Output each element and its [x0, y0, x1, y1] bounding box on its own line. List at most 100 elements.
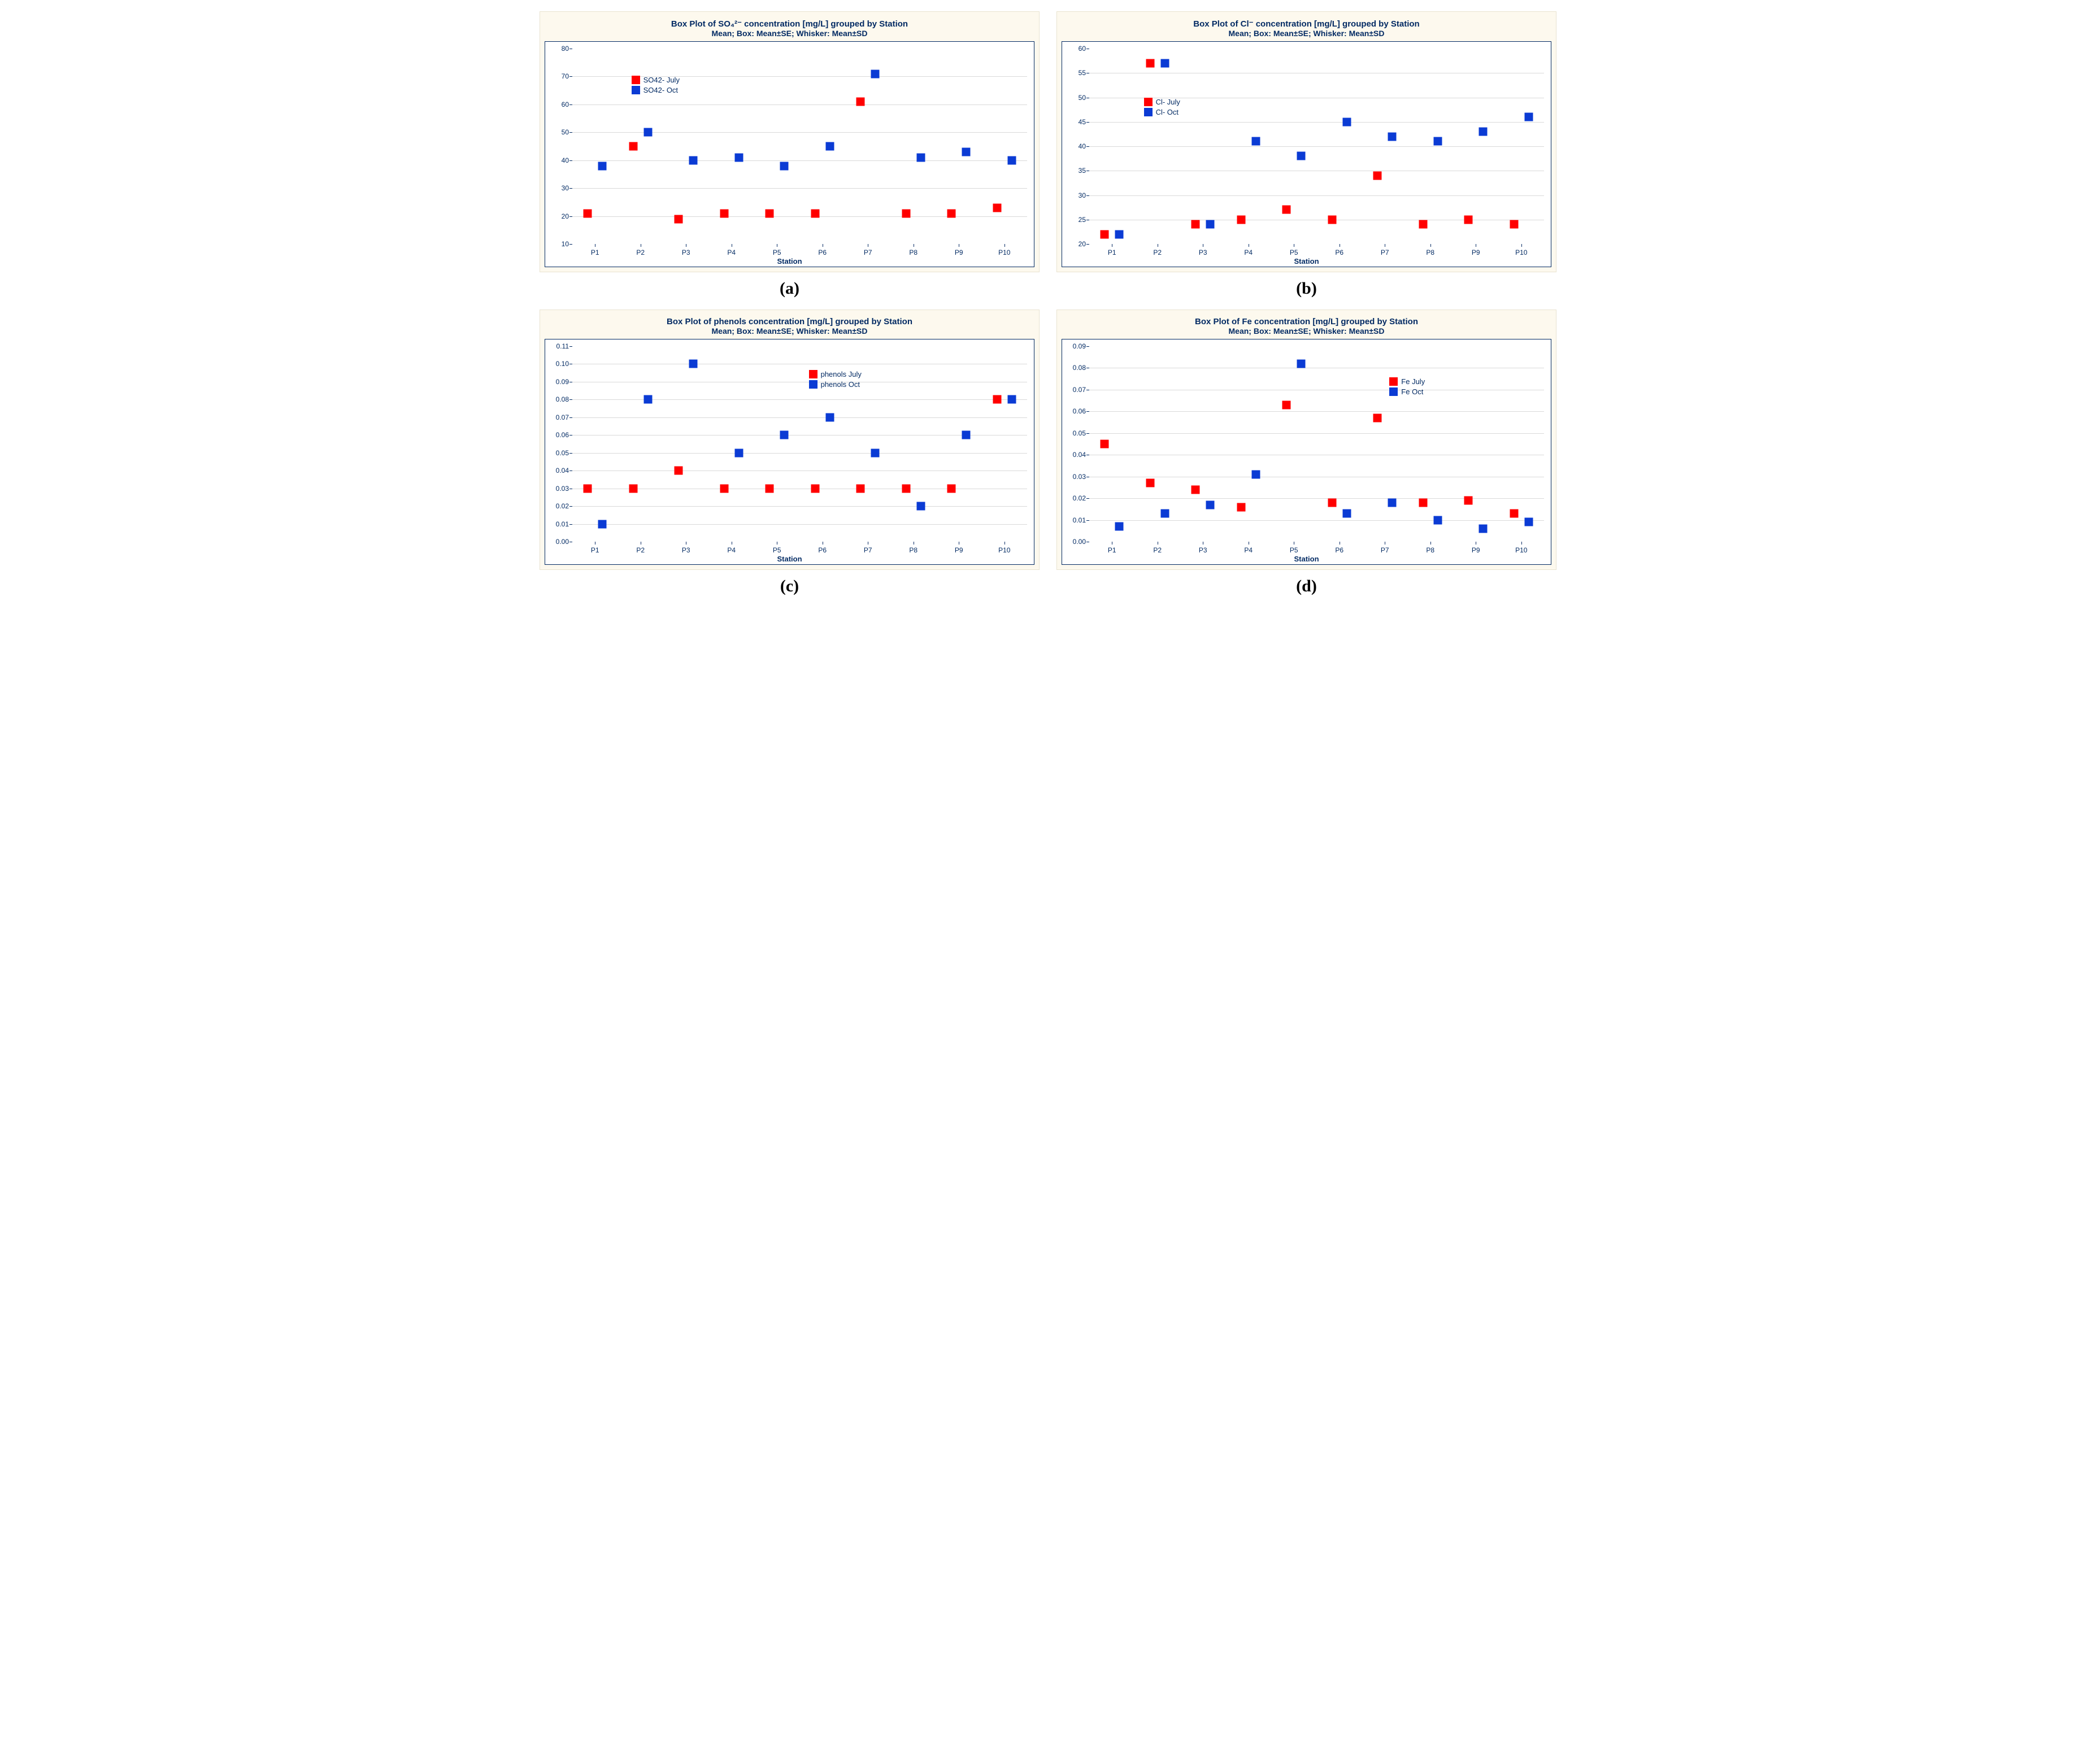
ytick-label: 0.09	[1064, 342, 1086, 350]
ytick-label: 0.01	[1064, 516, 1086, 524]
legend-swatch	[1144, 98, 1153, 106]
xtick-label: P2	[636, 249, 645, 256]
data-marker	[962, 147, 971, 156]
data-marker	[1464, 215, 1473, 224]
x-axis-label: Station	[1294, 555, 1319, 563]
xtick-label: P9	[1472, 249, 1480, 256]
chart-title: Box Plot of Fe concentration [mg/L] grou…	[1062, 317, 1551, 326]
data-marker	[780, 162, 789, 170]
ytick-label: 0.09	[547, 378, 569, 386]
data-marker	[1373, 413, 1382, 422]
xtick-label: P10	[998, 249, 1010, 256]
data-marker	[1479, 128, 1488, 136]
ytick-mark	[569, 399, 572, 400]
panel-b: Box Plot of Cl⁻ concentration [mg/L] gro…	[1056, 11, 1556, 298]
data-marker	[689, 360, 698, 368]
xtick-mark	[1004, 244, 1005, 247]
xtick-label: P8	[1426, 249, 1434, 256]
ytick-label: 30	[1064, 191, 1086, 199]
ytick-label: 0.08	[547, 395, 569, 403]
data-marker	[598, 162, 607, 170]
legend: Cl- JulyCl- Oct	[1144, 98, 1180, 116]
data-marker	[856, 484, 865, 493]
xtick-label: P1	[1108, 249, 1116, 256]
legend-item: Cl- July	[1144, 98, 1180, 106]
data-marker	[1115, 522, 1124, 531]
panel-d: Box Plot of Fe concentration [mg/L] grou…	[1056, 310, 1556, 596]
plot-area: 1020304050607080P1P2P3P4P5P6P7P8P9P10SO4…	[572, 49, 1027, 244]
xtick-label: P4	[727, 249, 736, 256]
legend: SO42- JulySO42- Oct	[632, 76, 680, 94]
panel-letter: (b)	[1296, 279, 1317, 298]
xtick-label: P9	[1472, 546, 1480, 554]
legend-label: Fe Oct	[1401, 387, 1423, 396]
data-marker	[916, 153, 925, 162]
xtick-label: P6	[1335, 249, 1343, 256]
data-marker	[856, 97, 865, 106]
xtick-label: P8	[1426, 546, 1434, 554]
ytick-label: 20	[1064, 240, 1086, 248]
legend-label: SO42- Oct	[643, 86, 678, 94]
ytick-label: 0.00	[1064, 538, 1086, 546]
legend-label: phenols July	[821, 370, 862, 378]
chart-subtitle: Mean; Box: Mean±SE; Whisker: Mean±SD	[1062, 326, 1551, 336]
xtick-label: P2	[1153, 546, 1162, 554]
ytick-label: 0.06	[1064, 407, 1086, 415]
gridline	[572, 453, 1027, 454]
panel-letter: (a)	[780, 279, 799, 298]
data-marker	[734, 448, 743, 457]
plot-frame: 202530354045505560P1P2P3P4P5P6P7P8P9P10C…	[1062, 41, 1551, 267]
data-marker	[1160, 509, 1169, 518]
legend-item: phenols Oct	[809, 380, 862, 389]
legend-swatch	[809, 370, 817, 378]
xtick-label: P10	[998, 546, 1010, 554]
xtick-mark	[1004, 542, 1005, 545]
data-marker	[1433, 137, 1442, 146]
gridline	[1089, 146, 1544, 147]
data-marker	[1510, 509, 1518, 518]
legend-label: Cl- July	[1156, 98, 1180, 106]
ytick-label: 50	[547, 128, 569, 136]
xtick-mark	[1521, 244, 1522, 247]
data-marker	[811, 209, 819, 217]
data-marker	[1282, 206, 1291, 214]
data-marker	[1206, 220, 1215, 229]
xtick-label: P6	[818, 546, 827, 554]
legend-swatch	[809, 380, 817, 389]
ytick-mark	[569, 453, 572, 454]
ytick-label: 50	[1064, 94, 1086, 102]
ytick-mark	[569, 417, 572, 418]
data-marker	[871, 448, 880, 457]
xtick-label: P1	[591, 249, 599, 256]
data-marker	[825, 142, 834, 151]
data-marker	[1328, 498, 1336, 507]
gridline	[1089, 411, 1544, 412]
ytick-mark	[1086, 122, 1089, 123]
xtick-label: P1	[591, 546, 599, 554]
gridline	[572, 399, 1027, 400]
xtick-label: P4	[1244, 249, 1253, 256]
legend-swatch	[1389, 387, 1398, 396]
data-marker	[1419, 220, 1427, 229]
xtick-label: P6	[818, 249, 827, 256]
data-marker	[1419, 498, 1427, 507]
data-marker	[720, 209, 728, 217]
ytick-label: 0.02	[1064, 494, 1086, 502]
data-marker	[993, 395, 1001, 404]
data-marker	[947, 484, 956, 493]
legend-label: Fe July	[1401, 377, 1425, 386]
data-marker	[962, 431, 971, 439]
data-marker	[1342, 509, 1351, 518]
ytick-label: 0.07	[547, 413, 569, 421]
plot-frame: 1020304050607080P1P2P3P4P5P6P7P8P9P10SO4…	[545, 41, 1034, 267]
ytick-label: 35	[1064, 167, 1086, 175]
data-marker	[675, 467, 683, 475]
data-marker	[1524, 518, 1533, 526]
gridline	[572, 188, 1027, 189]
ytick-mark	[569, 244, 572, 245]
data-marker	[825, 413, 834, 421]
panel-c: Box Plot of phenols concentration [mg/L]…	[540, 310, 1040, 596]
xtick-label: P4	[727, 546, 736, 554]
data-marker	[629, 142, 637, 151]
ytick-label: 40	[1064, 142, 1086, 150]
